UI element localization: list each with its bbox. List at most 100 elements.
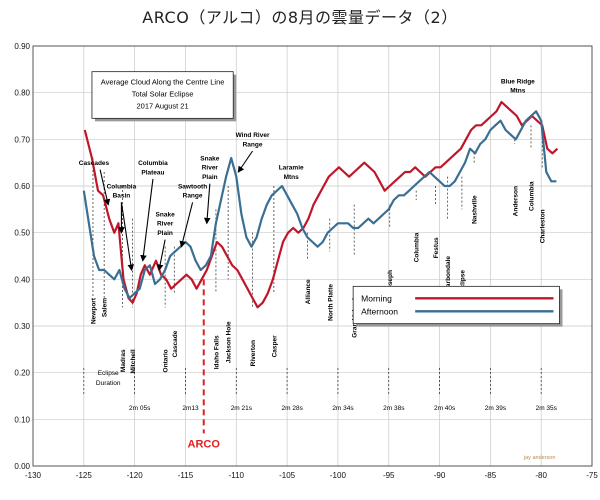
y-tick-label: 0.80 bbox=[14, 89, 30, 98]
series-lines bbox=[82, 100, 559, 309]
series-line-morning bbox=[83, 100, 559, 309]
feature-label: Basin bbox=[113, 193, 131, 200]
x-tick-label: -115 bbox=[178, 471, 194, 480]
page-title: ARCO（アルコ）の8月の雲量データ（2） bbox=[142, 8, 458, 27]
y-tick-label: 0.40 bbox=[14, 275, 30, 284]
title-box bbox=[91, 71, 234, 119]
feature-label: Sawtooth bbox=[178, 183, 207, 190]
x-tick-labels: -130 -125 -120 -115 -110 -105 -100 -95 -90 -85 -80… bbox=[25, 471, 598, 480]
feature-label: Columbia bbox=[138, 160, 168, 167]
place-label: Jackson Hole bbox=[226, 321, 233, 363]
y-tick-label: 0.60 bbox=[14, 182, 30, 191]
place-label: Madras bbox=[120, 349, 127, 372]
series-line-afternoon bbox=[82, 110, 557, 300]
arco-marker: ARCO bbox=[188, 279, 221, 450]
y-tick-label: 0.50 bbox=[14, 229, 30, 238]
arco-label: ARCO bbox=[188, 438, 221, 450]
inner-title-line: 2017 August 21 bbox=[137, 102, 189, 111]
legend: Morning Afternoon bbox=[352, 285, 563, 327]
feature-arrow bbox=[179, 202, 194, 248]
place-label: Idaho Falls bbox=[213, 335, 220, 369]
duration-label: 2m 34s bbox=[332, 405, 354, 412]
duration-label: 2m 39s bbox=[485, 405, 507, 412]
place-label: Alliance bbox=[305, 279, 312, 304]
legend-label: Morning bbox=[361, 293, 392, 303]
feature-arrow bbox=[237, 150, 253, 173]
x-tick-label: -90 bbox=[434, 471, 446, 480]
place-label: North Platte bbox=[327, 284, 334, 321]
inner-title-box: Average Cloud Along the Centre Line Total… bbox=[91, 71, 237, 122]
duration-title: Eclipse bbox=[98, 370, 119, 377]
feature-label: Mtns bbox=[510, 88, 526, 95]
place-label: Newport bbox=[90, 297, 97, 324]
inner-title-line: Average Cloud Along the Centre Line bbox=[101, 78, 225, 87]
plot-frame bbox=[32, 45, 593, 467]
feature-label: Wind River bbox=[236, 132, 270, 139]
y-tick-labels: 0.00 0.10 0.20 0.30 0.40 0.50 0.60 0.70 0.80 0.90 bbox=[14, 42, 30, 471]
place-label: Nashville bbox=[472, 195, 479, 224]
feature-label: Range bbox=[243, 141, 263, 148]
x-tick-label: -75 bbox=[586, 471, 598, 480]
credit-label: jay anderson bbox=[523, 455, 556, 461]
place-label: Columbia bbox=[414, 232, 421, 262]
place-label: Mitchell bbox=[130, 349, 137, 373]
feature-arrow bbox=[140, 178, 154, 262]
x-tick-label: -80 bbox=[535, 471, 547, 480]
legend-box bbox=[352, 285, 560, 325]
x-tick-label: -125 bbox=[76, 471, 93, 480]
place-label: Anderson bbox=[512, 186, 519, 216]
place-label: Festus bbox=[433, 237, 440, 258]
duration-label: 2m 28s bbox=[282, 405, 304, 412]
y-tick-label: 0.30 bbox=[14, 322, 30, 331]
x-tick-label: -110 bbox=[229, 471, 245, 480]
feature-arrow bbox=[120, 202, 135, 272]
feature-label: River bbox=[202, 165, 219, 172]
duration-title: Duration bbox=[96, 380, 121, 387]
place-label: St Joseph bbox=[387, 270, 394, 301]
eclipse-duration: 2m 05s 2m13 2m 21s 2m 28s 2m 34s 2m 38s 2m 40s… bbox=[83, 368, 558, 412]
x-tick-label: -85 bbox=[485, 471, 497, 480]
x-tick-label: -95 bbox=[383, 471, 395, 480]
feature-label: Plateau bbox=[141, 169, 164, 176]
y-tick-label: 0.90 bbox=[14, 42, 30, 51]
axes bbox=[32, 45, 593, 467]
x-tick-label: -130 bbox=[25, 471, 42, 480]
feature-arrow bbox=[203, 183, 211, 225]
place-label: Casper bbox=[271, 335, 278, 358]
x-tick-label: -105 bbox=[279, 471, 296, 480]
feature-arrow bbox=[156, 239, 166, 272]
inner-title-line: Total Solar Eclipse bbox=[132, 90, 194, 99]
feature-label: Plain bbox=[202, 174, 218, 181]
y-tick-label: 0.20 bbox=[14, 369, 30, 378]
feature-label: Columbia bbox=[107, 183, 137, 190]
y-tick-label: 0.70 bbox=[14, 135, 30, 144]
x-tick-label: -100 bbox=[330, 471, 347, 480]
feature-label: Snake bbox=[200, 155, 220, 162]
feature-label: Range bbox=[183, 193, 203, 200]
place-label: Charleston bbox=[540, 209, 547, 243]
feature-label: Plain bbox=[157, 230, 173, 237]
y-tick-label: 0.00 bbox=[14, 462, 30, 471]
credit: jay anderson bbox=[523, 455, 556, 461]
duration-label: 2m 21s bbox=[231, 405, 253, 412]
feature-label: River bbox=[157, 221, 174, 228]
place-label: Columbia bbox=[529, 181, 536, 211]
x-tick-label: -120 bbox=[127, 471, 144, 480]
place-label: Ontario bbox=[163, 349, 170, 372]
place-label: Riverton bbox=[250, 340, 257, 366]
feature-label: Blue Ridge bbox=[501, 78, 535, 85]
feature-label: Mtns bbox=[284, 174, 300, 181]
duration-label: 2m13 bbox=[182, 405, 199, 412]
place-label: Cascade bbox=[172, 330, 179, 357]
duration-label: 2m 05s bbox=[129, 405, 151, 412]
legend-label: Afternoon bbox=[361, 306, 398, 316]
feature-label: Cascades bbox=[79, 160, 110, 167]
duration-label: 2m 40s bbox=[434, 405, 456, 412]
feature-arrows bbox=[99, 150, 253, 272]
feature-label: Laramie bbox=[279, 165, 304, 172]
place-label: Salem bbox=[102, 298, 109, 317]
feature-label: Snake bbox=[156, 211, 176, 218]
place-label: Carbondale bbox=[445, 256, 452, 292]
